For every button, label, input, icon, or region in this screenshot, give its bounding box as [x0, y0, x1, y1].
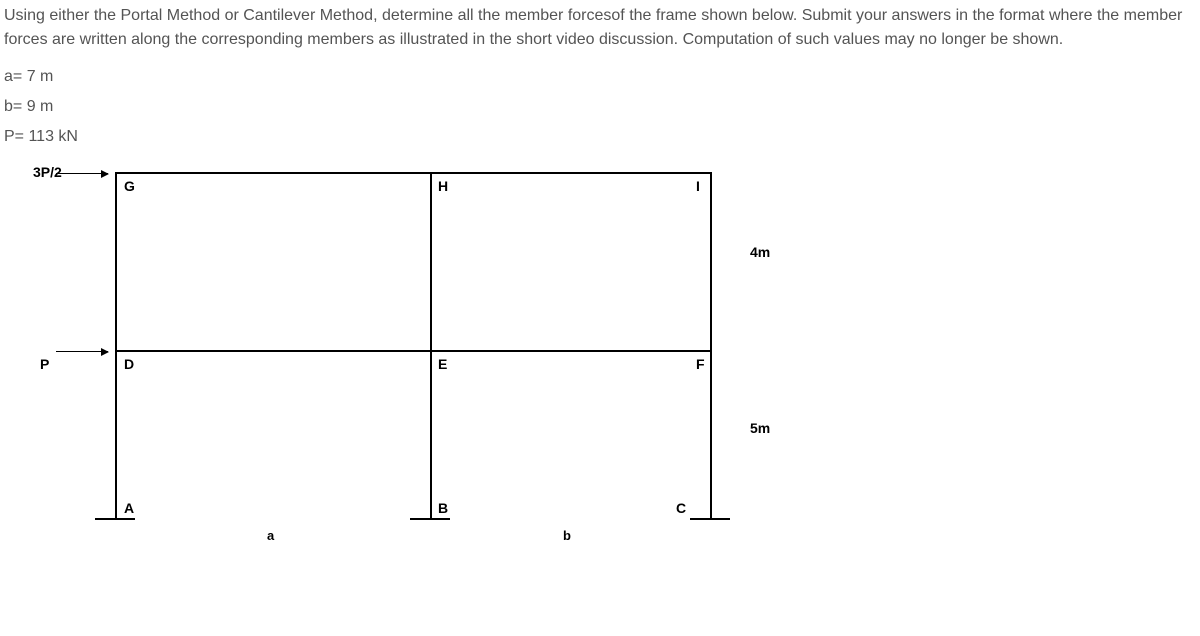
node-C: C: [676, 500, 686, 516]
node-I: I: [696, 178, 700, 194]
load-arrow-mid: [56, 351, 108, 352]
beam-top: [115, 172, 712, 174]
parameters-block: a= 7 m b= 9 m P= 113 kN: [0, 52, 1200, 152]
param-a: a= 7 m: [4, 62, 1200, 92]
column-left: [115, 172, 117, 520]
column-right: [710, 172, 712, 520]
node-A: A: [124, 500, 134, 516]
node-G: G: [124, 178, 135, 194]
load-label-mid: P: [40, 356, 49, 372]
span-a: a: [267, 528, 274, 543]
node-H: H: [438, 178, 448, 194]
load-arrow-top: [56, 173, 108, 174]
support-B: [410, 518, 450, 520]
span-b: b: [563, 528, 571, 543]
support-C: [690, 518, 730, 520]
param-b: b= 9 m: [4, 92, 1200, 122]
node-E: E: [438, 356, 447, 372]
node-B: B: [438, 500, 448, 516]
load-label-top: 3P/2: [33, 164, 62, 180]
frame-diagram: 3P/2 P G H I D E F A B C 4m 5m a b: [30, 160, 930, 550]
beam-mid: [115, 350, 712, 352]
node-F: F: [696, 356, 705, 372]
problem-statement: Using either the Portal Method or Cantil…: [0, 0, 1196, 52]
node-D: D: [124, 356, 134, 372]
dim-bottom-story: 5m: [750, 420, 770, 436]
param-P: P= 113 kN: [4, 122, 1200, 152]
column-middle: [430, 172, 432, 520]
support-A: [95, 518, 135, 520]
dim-top-story: 4m: [750, 244, 770, 260]
